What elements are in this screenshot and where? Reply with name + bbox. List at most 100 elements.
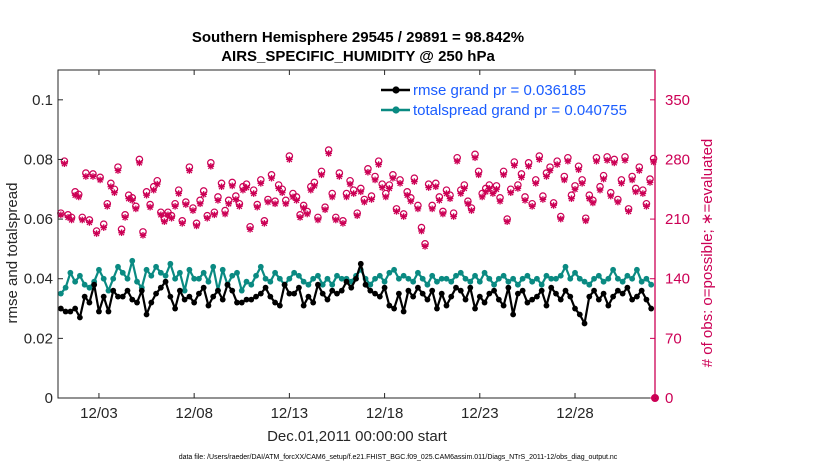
series-point-rmse [629, 296, 636, 303]
obs-evaluated-stroke [411, 178, 418, 185]
series-point-totalspread [295, 272, 302, 279]
obs-evaluated-stroke [168, 215, 175, 222]
series-point-rmse [605, 302, 612, 309]
obs-evaluated-marker [557, 215, 565, 223]
obs-evaluated-marker [389, 174, 397, 182]
obs-evaluated-marker [568, 195, 575, 202]
series-point-totalspread [248, 281, 255, 288]
obs-evaluated-marker [639, 190, 647, 197]
series-point-rmse [519, 287, 526, 294]
series-point-totalspread [629, 275, 636, 282]
series-point-totalspread [476, 278, 483, 285]
obs-evaluated-stroke [579, 180, 586, 187]
obs-evaluated-marker [361, 198, 368, 206]
obs-evaluated-marker [414, 205, 422, 213]
obs-evaluated-stroke [272, 200, 279, 207]
right-y-tick-label: 140 [665, 271, 690, 288]
series-point-rmse [419, 290, 426, 297]
obs-evaluated-stroke [522, 197, 528, 204]
obs-evaluated-marker [175, 190, 182, 197]
series-point-rmse [138, 287, 145, 294]
obs-evaluated-stroke [115, 167, 121, 174]
obs-evaluated-marker [228, 182, 236, 190]
series-point-totalspread [267, 278, 274, 285]
obs-evaluated-marker [421, 243, 429, 250]
obs-evaluated-marker [236, 203, 243, 210]
obs-evaluated-stroke [343, 194, 350, 200]
series-point-rmse [553, 290, 559, 297]
obs-evaluated-marker [311, 182, 318, 190]
obs-evaluated-stroke [507, 189, 514, 196]
obs-evaluated-marker [461, 185, 468, 192]
series-point-rmse [86, 299, 93, 306]
series-point-rmse [167, 293, 174, 300]
obs-evaluated-stroke [400, 213, 407, 220]
obs-evaluated-stroke [97, 176, 104, 183]
obs-evaluated-stroke [161, 218, 168, 225]
obs-evaluated-marker [264, 198, 272, 206]
obs-evaluated-marker [607, 192, 615, 200]
series-point-rmse [591, 287, 597, 294]
obs-evaluated-marker [346, 180, 354, 188]
obs-evaluated-stroke [257, 180, 264, 187]
obs-evaluated-marker [468, 207, 475, 214]
series-point-rmse [467, 284, 474, 291]
obs-evaluated-stroke [354, 212, 361, 219]
obs-evaluated-stroke [247, 226, 254, 233]
series-point-totalspread [253, 272, 259, 279]
obs-evaluated-stroke [504, 218, 511, 225]
obs-evaluated-marker [93, 230, 100, 237]
obs-evaluated-marker [396, 180, 404, 187]
obs-evaluated-stroke [175, 190, 182, 197]
obs-evaluated-marker [153, 180, 161, 188]
series-point-totalspread [576, 275, 583, 282]
series-point-totalspread [638, 278, 645, 285]
obs-evaluated-stroke [361, 199, 368, 205]
obs-evaluated-marker [339, 220, 347, 227]
left-y-tick-label: 0.08 [24, 151, 53, 168]
series-point-rmse [514, 290, 521, 297]
series-point-totalspread [167, 260, 174, 267]
series-point-rmse [200, 284, 207, 291]
obs-evaluated-stroke [140, 232, 146, 239]
obs-evaluated-marker [478, 193, 486, 201]
series-point-rmse [157, 284, 164, 291]
series-point-totalspread [315, 272, 321, 279]
obs-evaluated-marker [146, 203, 154, 211]
obs-evaluated-marker [132, 205, 140, 213]
series-point-totalspread [181, 287, 188, 294]
series-point-rmse [595, 296, 602, 303]
series-point-rmse [300, 302, 307, 309]
series-point-rmse [538, 287, 545, 294]
series-point-rmse [367, 287, 374, 294]
obs-evaluated-stroke [204, 215, 211, 222]
obs-evaluated-marker [114, 167, 122, 174]
series-point-rmse [148, 299, 155, 306]
obs-evaluated-marker [118, 229, 125, 237]
obs-evaluated-stroke [132, 205, 139, 212]
obs-evaluated-stroke [639, 190, 646, 197]
obs-evaluated-stroke [190, 207, 196, 214]
legend-box [376, 78, 642, 120]
obs-evaluated-stroke [425, 184, 432, 191]
series-point-totalspread [124, 275, 131, 282]
obs-evaluated-stroke [154, 181, 161, 188]
series-point-rmse [562, 287, 569, 294]
obs-evaluated-stroke [186, 167, 193, 174]
series-point-totalspread [186, 266, 193, 273]
obs-evaluated-marker [96, 176, 104, 184]
obs-evaluated-stroke [479, 194, 486, 200]
series-point-totalspread [57, 290, 64, 297]
series-point-totalspread [219, 266, 226, 273]
series-point-rmse [548, 284, 555, 291]
series-point-rmse [486, 290, 493, 297]
series-point-totalspread [176, 269, 183, 276]
series-point-rmse [91, 281, 98, 288]
obs-evaluated-marker [621, 157, 629, 164]
obs-evaluated-stroke [622, 157, 628, 164]
series-point-rmse [557, 296, 564, 303]
series-point-totalspread [500, 272, 507, 279]
obs-evaluated-stroke [472, 154, 478, 161]
obs-evaluated-stroke [382, 194, 389, 200]
obs-evaluated-marker [257, 180, 265, 187]
